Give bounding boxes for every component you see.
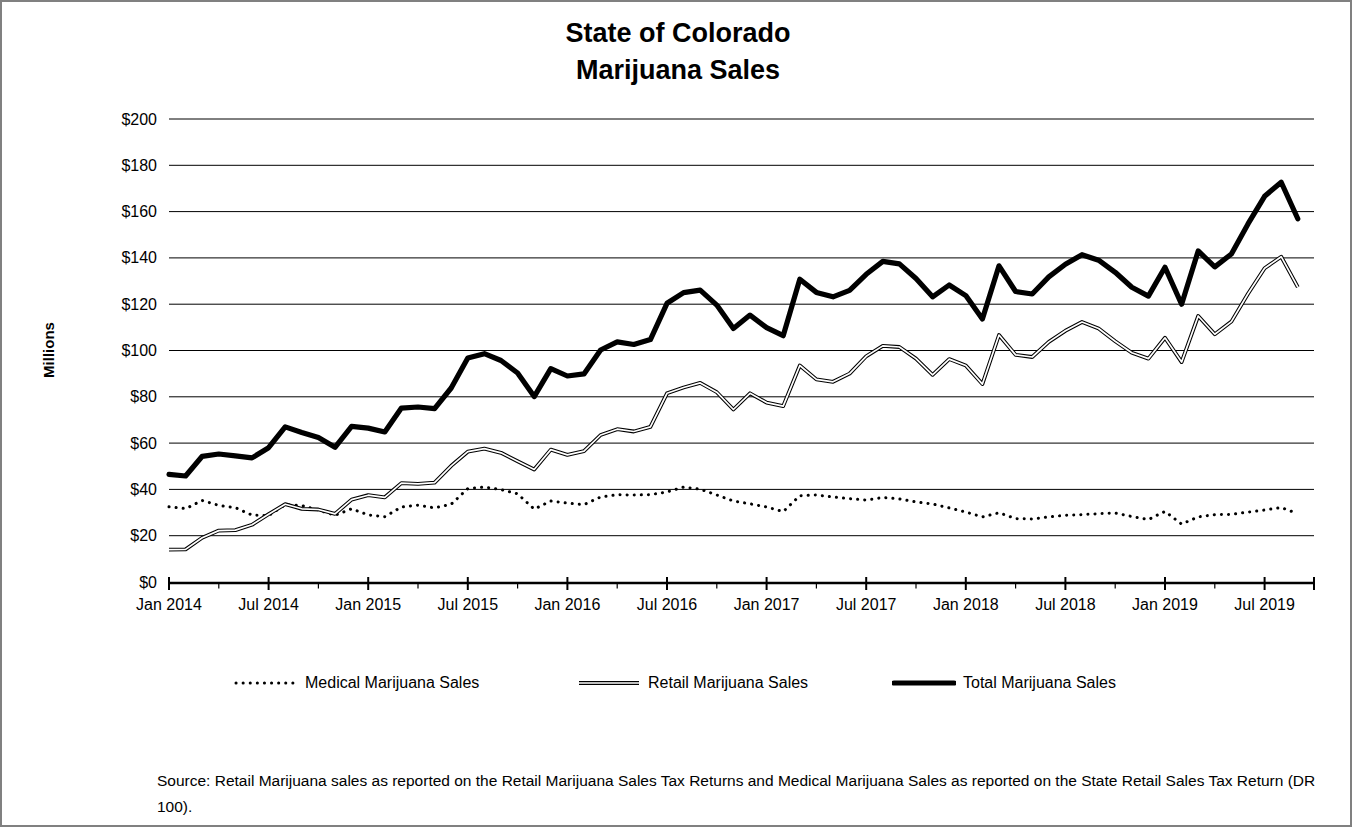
chart-legend: Medical Marijuana Sales Retail Marijuana… bbox=[2, 668, 1352, 700]
svg-text:$100: $100 bbox=[121, 342, 157, 359]
legend-label-retail: Retail Marijuana Sales bbox=[648, 674, 808, 692]
legend-label-total: Total Marijuana Sales bbox=[963, 674, 1116, 692]
total-line-sample-icon bbox=[892, 675, 956, 691]
y-axis-title: Millions bbox=[40, 285, 60, 415]
svg-text:Jul 2015: Jul 2015 bbox=[438, 596, 499, 613]
svg-text:$200: $200 bbox=[121, 111, 157, 128]
footnotes: Source: Retail Marijuana sales as report… bbox=[157, 716, 1335, 827]
source-note: Source: Retail Marijuana sales as report… bbox=[157, 768, 1335, 820]
svg-text:Jan 2018: Jan 2018 bbox=[933, 596, 999, 613]
chart-title-line2: Marijuana Sales bbox=[2, 52, 1352, 89]
legend-item-retail: Retail Marijuana Sales bbox=[577, 668, 808, 698]
svg-text:$40: $40 bbox=[130, 481, 157, 498]
svg-text:Jan 2019: Jan 2019 bbox=[1132, 596, 1198, 613]
svg-text:$20: $20 bbox=[130, 527, 157, 544]
svg-text:Jul 2017: Jul 2017 bbox=[836, 596, 897, 613]
chart-canvas: $0 $20 $40 $60 $80 $100 $120 $140 $160 $180 $200 Ja… bbox=[2, 2, 1352, 827]
legend-item-medical: Medical Marijuana Sales bbox=[234, 668, 479, 698]
svg-text:Jul 2016: Jul 2016 bbox=[637, 596, 698, 613]
chart-title-line1: State of Colorado bbox=[2, 15, 1352, 52]
legend-label-medical: Medical Marijuana Sales bbox=[305, 674, 479, 692]
svg-text:$60: $60 bbox=[130, 435, 157, 452]
chart-frame: $0 $20 $40 $60 $80 $100 $120 $140 $160 $180 $200 Ja… bbox=[0, 0, 1352, 827]
svg-text:Jul 2019: Jul 2019 bbox=[1234, 596, 1295, 613]
svg-text:Jan 2016: Jan 2016 bbox=[534, 596, 600, 613]
legend-item-total: Total Marijuana Sales bbox=[892, 668, 1116, 698]
chart-title: State of Colorado Marijuana Sales bbox=[2, 15, 1352, 89]
svg-text:Jan 2014: Jan 2014 bbox=[136, 596, 202, 613]
svg-text:$80: $80 bbox=[130, 388, 157, 405]
svg-text:$180: $180 bbox=[121, 157, 157, 174]
svg-text:$160: $160 bbox=[121, 203, 157, 220]
svg-text:Jul 2018: Jul 2018 bbox=[1035, 596, 1096, 613]
svg-text:$120: $120 bbox=[121, 296, 157, 313]
medical-line-sample-icon bbox=[234, 675, 298, 691]
svg-text:$0: $0 bbox=[139, 574, 157, 591]
svg-text:Jan 2015: Jan 2015 bbox=[335, 596, 401, 613]
svg-text:$140: $140 bbox=[121, 249, 157, 266]
svg-text:Jan 2017: Jan 2017 bbox=[734, 596, 800, 613]
svg-text:Jul 2014: Jul 2014 bbox=[238, 596, 299, 613]
retail-line-sample-icon bbox=[577, 675, 641, 691]
